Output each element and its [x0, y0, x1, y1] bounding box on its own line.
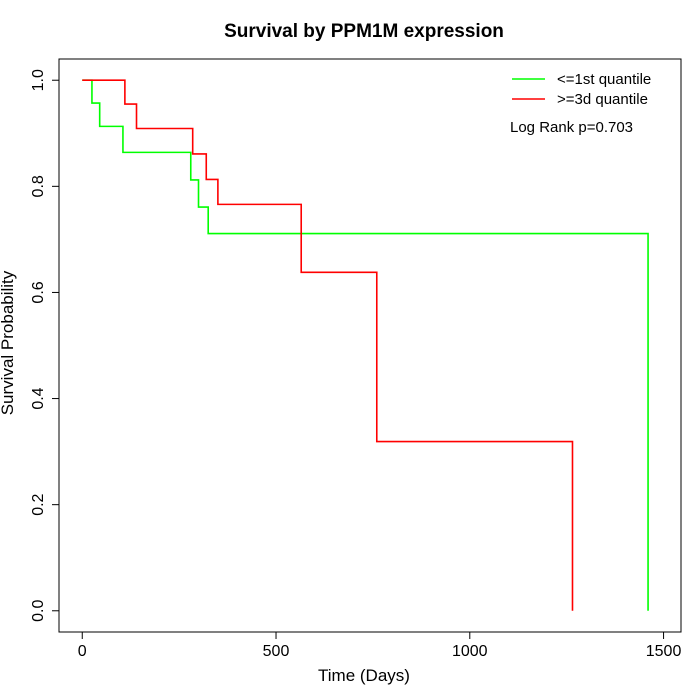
- chart-title: Survival by PPM1M expression: [224, 21, 504, 42]
- x-tick-label: 500: [263, 643, 290, 660]
- x-axis: 0 500 1000 1500: [78, 631, 682, 660]
- y-tick-label: 0.8: [30, 175, 47, 197]
- y-tick-label: 0.2: [30, 493, 47, 515]
- y-axis: 0.0 0.2 0.4 0.6 0.8 1.0: [30, 69, 60, 622]
- legend-label-0: <=1st quantile: [557, 71, 651, 88]
- y-tick-label: 0.0: [30, 600, 47, 622]
- x-tick-label: 1500: [646, 643, 682, 660]
- series-line-0: [82, 79, 649, 611]
- x-axis-label: Time (Days): [318, 666, 410, 685]
- y-tick-label: 0.6: [30, 281, 47, 303]
- y-axis-label: Survival Probability: [0, 270, 17, 415]
- x-tick-label: 0: [78, 643, 87, 660]
- plot-frame: [58, 58, 682, 633]
- y-tick-label: 1.0: [30, 69, 47, 91]
- legend-label-1: >=3d quantile: [557, 91, 648, 108]
- series-layer: [82, 79, 649, 611]
- log-rank-annotation: Log Rank p=0.703: [510, 119, 633, 136]
- legend: <=1st quantile >=3d quantile: [512, 71, 651, 108]
- x-tick-label: 1000: [452, 643, 488, 660]
- y-tick-label: 0.4: [30, 387, 47, 409]
- series-line-1: [82, 79, 574, 611]
